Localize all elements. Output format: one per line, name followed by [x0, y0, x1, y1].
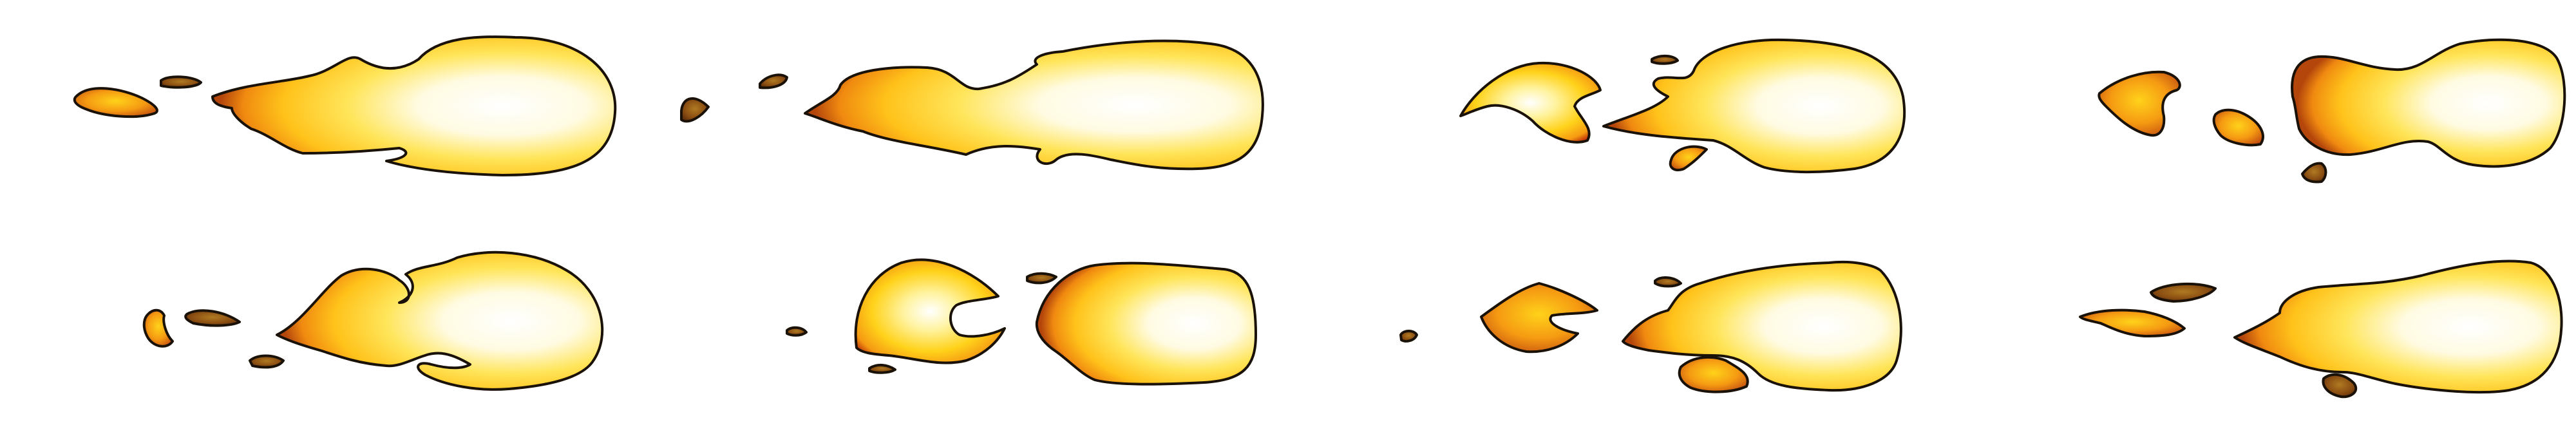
flame-ember [1399, 330, 1418, 343]
flame-ember [184, 309, 241, 327]
flame-ember [759, 73, 788, 90]
flame-ember [786, 326, 808, 337]
flame-ember [1654, 276, 1682, 288]
flame-body [1602, 38, 1906, 174]
flame-body [2291, 38, 2566, 168]
flame-ember [2301, 162, 2327, 184]
flame-ember [160, 75, 202, 89]
flame-frame-3 [1459, 38, 1906, 174]
flame-ember [249, 354, 285, 369]
flame-lobe [854, 258, 1006, 364]
flame-frame-5 [142, 250, 604, 391]
flame-lobe [1459, 61, 1602, 144]
flame-body [276, 250, 604, 391]
flame-ember [142, 308, 174, 348]
flame-frame-2 [680, 39, 1264, 171]
flame-lobe [1480, 282, 1598, 354]
flame-frame-4 [2098, 38, 2566, 184]
flame-body [1035, 261, 1257, 386]
flame-frame-7 [1399, 260, 1902, 393]
flame-body [1622, 260, 1902, 392]
flame-frame-6 [786, 258, 1257, 386]
flame-ember [73, 87, 158, 118]
flame-ember [1651, 55, 1679, 65]
flame-body [2233, 259, 2563, 394]
flame-ember [2212, 108, 2264, 147]
flame-ember [1669, 145, 1708, 172]
flame-body [804, 39, 1264, 171]
flame-ember [2150, 282, 2217, 303]
flame-lobe [2098, 70, 2181, 137]
flame-lobe [2079, 308, 2186, 337]
flame-ember [1678, 355, 1749, 393]
flame-ember [868, 364, 896, 374]
flame-ember [1026, 272, 1057, 285]
flame-frame-8 [2079, 259, 2563, 399]
flame-frame-1 [73, 35, 617, 176]
flame-body [211, 35, 617, 176]
flame-ember [2322, 373, 2358, 399]
flame-ember [680, 97, 710, 123]
